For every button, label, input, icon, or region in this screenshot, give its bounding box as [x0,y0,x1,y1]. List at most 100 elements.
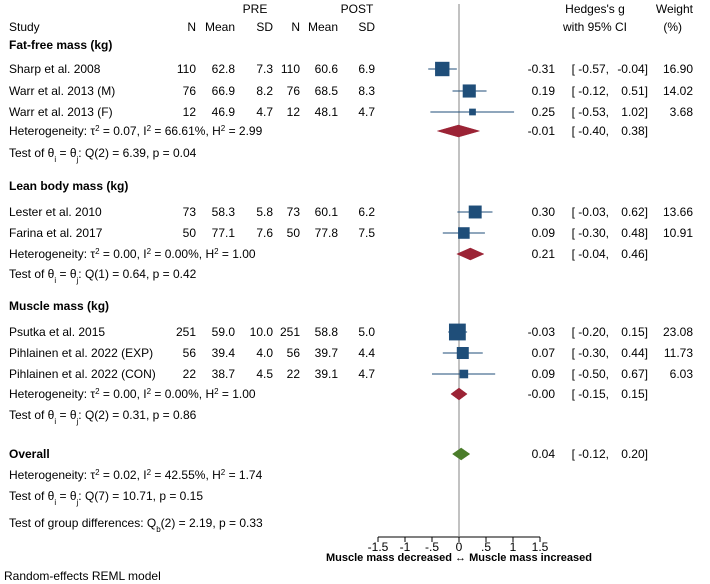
study-name-g2-s2: Farina et al. 2017 [9,226,103,240]
pooled-ci-2-lower: [ -0.04, [572,247,609,261]
overall-heterogeneity: Heterogeneity: τ2 = 0.02, I2 = 42.55%, H… [9,468,263,483]
header-weight-line1: Weight [656,2,694,16]
weight-g1-s2: 14.02 [663,84,693,98]
study-marker-g3-s1 [448,323,466,341]
weight-g1-s1: 16.90 [663,62,693,76]
pre-mean-g3-s3: 38.7 [212,367,236,381]
header-post-sd: SD [358,20,375,34]
overall-ci-upper: 0.20] [621,447,648,461]
post-n-g2-s2: 50 [287,226,301,240]
group-title-3: Muscle mass (kg) [9,299,109,313]
pre-sd-g1-s1: 7.3 [256,62,273,76]
header-pre-n: N [187,20,196,34]
ci-g3-s1-estimate: -0.03 [528,325,556,339]
heterogeneity-2: Heterogeneity: τ2 = 0.00, I2 = 0.00%, H2… [9,247,256,262]
post-mean-g2-s2: 77.8 [315,226,339,240]
ci-g3-s3-lower: [ -0.50, [572,367,609,381]
post-sd-g1-s2: 8.3 [358,84,375,98]
ci-g1-s2-upper: 0.51] [621,84,648,98]
ci-g2-s2-estimate: 0.09 [532,226,556,240]
pre-sd-g2-s1: 5.8 [256,205,273,219]
weight-g1-s3: 3.68 [670,105,694,119]
pre-n-g2-s2: 50 [183,226,197,240]
pooled-ci-1-upper: 0.38] [621,124,648,138]
study-marker-g3-s3 [459,369,469,379]
ci-g3-s2-upper: 0.44] [621,346,648,360]
ci-g2-s1-estimate: 0.30 [532,205,556,219]
x-axis-label: Muscle mass decreased ↔ Muscle mass incr… [326,552,592,564]
pre-sd-g3-s1: 10.0 [250,325,274,339]
ci-g3-s2-lower: [ -0.30, [572,346,609,360]
header-pre: PRE [243,2,268,16]
pooled-ci-3-estimate: -0.00 [528,387,556,401]
study-name-g2-s1: Lester et al. 2010 [9,205,102,219]
ci-g3-s1-upper: 0.15] [621,325,648,339]
post-n-g3-s1: 251 [280,325,300,339]
model-note: Random-effects REML model [4,569,161,583]
header-study: Study [9,20,40,34]
study-name-g3-s2: Pihlainen et al. 2022 (EXP) [9,346,153,360]
ci-g1-s2-lower: [ -0.12, [572,84,609,98]
study-marker-g3-s2 [456,347,469,359]
overall-test: Test of θi = θj: Q(7) = 10.71, p = 0.15 [9,489,203,507]
post-mean-g2-s1: 60.1 [315,205,339,219]
header-weight-line2: (%) [663,20,682,34]
study-name-g1-s1: Sharp et al. 2008 [9,62,101,76]
post-n-g3-s2: 56 [287,346,301,360]
x-tick-label-2: -.5 [425,540,439,554]
pooled-ci-2-upper: 0.46] [621,247,648,261]
ci-g1-s1-lower: [ -0.57, [572,62,609,76]
x-tick-label-4: .5 [481,540,491,554]
weight-g2-s2: 10.91 [663,226,693,240]
post-mean-g3-s1: 58.8 [315,325,339,339]
study-name-g3-s1: Psutka et al. 2015 [9,325,105,339]
study-marker-g1-s2 [462,84,476,98]
pre-sd-g3-s3: 4.5 [256,367,273,381]
pooled-ci-2-estimate: 0.21 [532,247,556,261]
pooled-diamond-3 [450,387,468,401]
study-name-g1-s2: Warr et al. 2013 (M) [9,84,115,98]
header-post-mean: Mean [308,20,338,34]
pre-n-g3-s2: 56 [183,346,197,360]
post-n-g3-s3: 22 [287,367,301,381]
ci-g3-s3-upper: 0.67] [621,367,648,381]
pre-mean-g2-s1: 58.3 [212,205,236,219]
x-tick-label-3: 0 [456,540,463,554]
pre-n-g3-s3: 22 [183,367,197,381]
test-3: Test of θi = θj: Q(2) = 0.31, p = 0.86 [9,408,197,426]
post-n-g1-s3: 12 [287,105,301,119]
post-mean-g1-s1: 60.6 [315,62,339,76]
study-name-g1-s3: Warr et al. 2013 (F) [9,105,113,119]
test-2: Test of θi = θj: Q(1) = 0.64, p = 0.42 [9,267,197,285]
ci-g2-s2-lower: [ -0.30, [572,226,609,240]
study-marker-g1-s3 [469,108,476,116]
ci-g2-s2-upper: 0.48] [621,226,648,240]
pre-sd-g2-s2: 7.6 [256,226,273,240]
x-tick-label-6: 1.5 [532,540,549,554]
pooled-diamond-1 [436,124,481,138]
pre-sd-g3-s2: 4.0 [256,346,273,360]
header-post: POST [341,2,374,16]
overall-ci-estimate: 0.04 [532,447,556,461]
ci-g3-s1-lower: [ -0.20, [572,325,609,339]
group-title-2: Lean body mass (kg) [9,179,128,193]
group-difference-test: Test of group differences: Qb(2) = 2.19,… [9,516,263,534]
header-pre-sd: SD [256,20,273,34]
pooled-ci-1-estimate: -0.01 [528,124,556,138]
post-sd-g1-s3: 4.7 [358,105,375,119]
pre-mean-g1-s3: 46.9 [212,105,236,119]
post-mean-g3-s3: 39.1 [315,367,339,381]
ci-g1-s3-upper: 1.02] [621,105,648,119]
post-mean-g3-s2: 39.7 [315,346,339,360]
ci-g1-s1-estimate: -0.31 [528,62,556,76]
ci-g3-s3-estimate: 0.09 [532,367,556,381]
weight-g3-s2: 11.73 [664,346,693,360]
post-n-g1-s2: 76 [287,84,301,98]
pooled-ci-3-lower: [ -0.15, [572,387,609,401]
pre-n-g1-s3: 12 [183,105,197,119]
pre-sd-g1-s2: 8.2 [256,84,273,98]
post-sd-g3-s3: 4.7 [358,367,375,381]
post-sd-g2-s2: 7.5 [358,226,375,240]
